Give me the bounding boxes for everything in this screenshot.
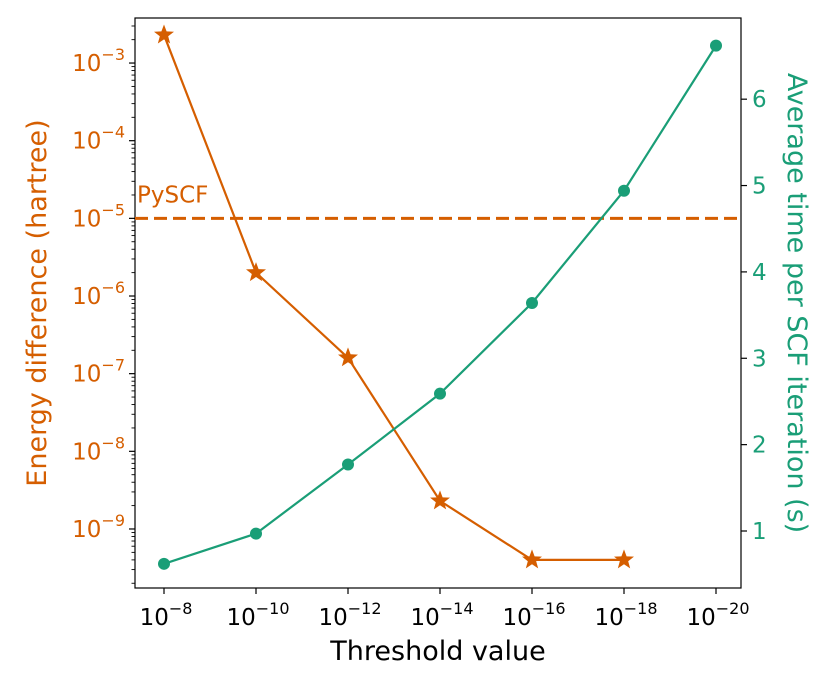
left-tick-label-exponent: −9 [101,511,125,530]
left-tick-label-exponent: −6 [101,278,125,297]
energy-series-line [162,34,624,561]
energy-data-point [522,549,542,569]
left-tick-label-base: 10 [72,362,101,388]
x-tick-label: 10−10 [226,599,289,631]
left-tick-label: 10−4 [72,123,125,155]
x-tick-label: 10−14 [410,599,473,631]
left-tick-label-exponent: −4 [101,123,125,142]
left-tick-label: 10−8 [72,433,125,465]
left-tick-label: 10−6 [72,278,125,310]
x-tick-label-exponent: −16 [532,599,566,618]
time-data-point [158,557,170,570]
x-axis-label: Threshold value [329,636,545,667]
time-data-point [526,297,538,309]
time-series-line [163,45,717,565]
pyscf-reference-label: PySCF [137,182,208,208]
left-tick-label: 10−9 [72,511,125,543]
x-tick-label-base: 10 [410,605,439,631]
left-tick-label-exponent: −8 [101,433,125,452]
x-tick-label-base: 10 [594,605,623,631]
time-data-point [342,458,354,471]
left-tick-label-base: 10 [72,517,101,543]
right-tick-label: 6 [752,87,767,113]
right-tick-label: 2 [752,433,767,459]
x-tick-label: 10−20 [686,599,749,631]
x-tick-label-base: 10 [502,605,531,631]
right-tick-label: 5 [752,174,767,200]
x-tick-label-exponent: −8 [169,599,193,618]
x-tick-label: 10−18 [594,599,657,631]
energy-data-point [614,549,634,569]
x-tick-label-exponent: −18 [624,599,658,618]
left-tick-label-exponent: −5 [101,200,125,219]
time-data-point [250,527,262,540]
left-tick-label-base: 10 [72,439,101,465]
x-tick-label-exponent: −14 [440,599,474,618]
left-tick-label-base: 10 [72,206,101,232]
x-tick-label-base: 10 [686,605,715,631]
right-tick-label: 4 [752,260,767,286]
right-axis-label: Average time per SCF iteration (s) [781,73,812,533]
left-axis-ticks: 10−310−410−510−610−710−810−9 [72,25,135,584]
left-tick-label-base: 10 [72,51,101,77]
left-tick-label: 10−3 [72,45,125,77]
left-axis-label: Energy difference (hartree) [22,119,53,486]
x-tick-label: 10−8 [140,599,193,631]
right-axis-ticks: 1 2 3 4 5 6 [741,87,767,545]
left-tick-label-exponent: −7 [101,356,125,375]
series-layer [154,24,722,570]
x-tick-label-base: 10 [318,605,347,631]
left-tick-label-base: 10 [72,129,101,155]
left-tick-label-base: 10 [72,284,101,310]
plot-frame [134,17,742,589]
x-tick-label-exponent: −10 [256,599,290,618]
x-tick-label: 10−16 [502,599,565,631]
time-data-point [434,387,446,400]
time-data-point [710,39,722,52]
x-tick-label: 10−12 [318,599,381,631]
energy-data-point [154,24,174,44]
energy-data-point [338,347,358,367]
reference-line-group: PySCF [135,182,741,220]
energy-data-point [430,490,450,510]
x-tick-label-base: 10 [140,605,169,631]
time-data-point [618,184,630,197]
energy-data-point [246,262,266,282]
left-tick-label-exponent: −3 [101,45,125,64]
x-tick-label-base: 10 [226,605,255,631]
left-tick-label: 10−7 [72,356,125,388]
left-tick-label: 10−5 [72,200,125,232]
plot-area [134,17,742,589]
x-tick-label-exponent: −12 [348,599,382,618]
right-tick-label: 3 [752,346,767,372]
x-tick-label-exponent: −20 [716,599,750,618]
x-axis-ticks: 10−8 10−10 10−12 10−14 10−16 10−18 10−20 [140,588,750,631]
right-tick-label: 1 [752,519,767,545]
